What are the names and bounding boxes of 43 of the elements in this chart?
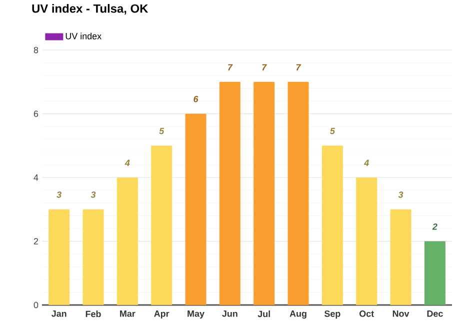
bar: [185, 114, 206, 305]
bar: [254, 82, 275, 305]
bar: [288, 82, 309, 305]
x-tick-label: Aug: [290, 310, 306, 319]
x-tick-label: Mar: [120, 310, 136, 317]
x-tick-label: Apr: [154, 310, 170, 319]
bar: [322, 146, 343, 305]
y-tick-label: 2: [34, 238, 38, 244]
x-tick-label: Jun: [222, 310, 238, 317]
x-tick-label: Sep: [324, 310, 340, 319]
data-label: 6: [194, 96, 198, 102]
chart-title: UV index - Tulsa, OK: [32, 4, 148, 15]
data-label: 7: [228, 64, 233, 70]
data-label: 3: [56, 192, 62, 198]
y-tick-label: 4: [34, 174, 38, 181]
bar: [116, 178, 138, 305]
data-label: 3: [90, 192, 96, 198]
data-label: 5: [159, 128, 164, 134]
x-tick-label: Oct: [359, 310, 374, 317]
bar: [219, 82, 240, 305]
bar: [424, 241, 446, 305]
bar: [390, 209, 412, 305]
x-tick-label: Dec: [427, 310, 443, 317]
data-label: 7: [262, 64, 267, 70]
bar: [82, 209, 104, 305]
data-label: 3: [398, 192, 404, 198]
bar: [151, 146, 172, 305]
y-tick-label: 0: [34, 302, 38, 308]
x-tick-label: Nov: [392, 310, 410, 317]
x-tick-label: Feb: [86, 310, 101, 318]
text: UV index: [66, 32, 102, 40]
data-label: 2: [432, 223, 438, 230]
x-tick-label: Jul: [258, 310, 270, 318]
x-tick-label: Jan: [52, 310, 66, 317]
data-label: 7: [296, 64, 302, 70]
data-label: 5: [330, 128, 336, 134]
bar: [356, 178, 378, 305]
x-tick-label: May: [188, 310, 204, 319]
bar: [48, 209, 70, 305]
data-label: 4: [124, 160, 130, 166]
y-tick-label: 8: [34, 46, 38, 54]
data-label: 4: [364, 160, 369, 166]
y-tick-label: 6: [34, 110, 38, 117]
